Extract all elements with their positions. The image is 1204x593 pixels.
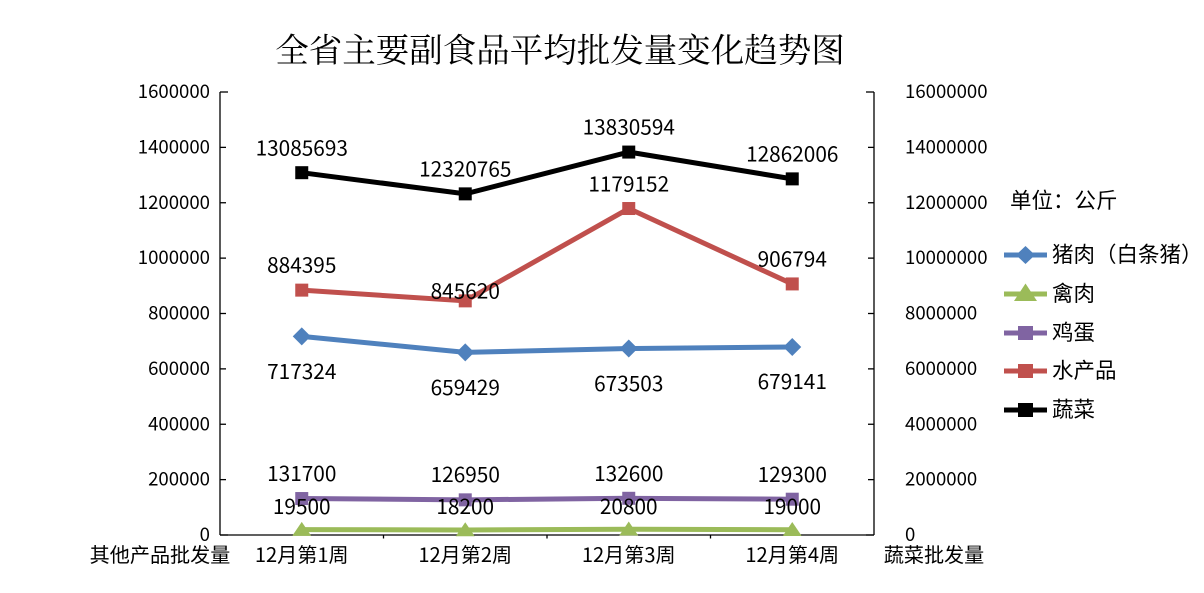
svg-text:18200: 18200 — [436, 490, 494, 520]
svg-text:13830594: 13830594 — [583, 110, 675, 140]
svg-text:906794: 906794 — [758, 242, 827, 272]
svg-text:12320765: 12320765 — [419, 152, 511, 182]
svg-text:猪肉（白条猪）: 猪肉（白条猪） — [1052, 238, 1203, 269]
svg-text:1400000: 1400000 — [138, 132, 210, 159]
svg-text:其他产品批发量: 其他产品批发量 — [90, 539, 231, 568]
svg-text:12月第4周: 12月第4周 — [745, 539, 839, 568]
svg-text:19500: 19500 — [273, 490, 331, 520]
svg-text:129300: 129300 — [758, 458, 827, 488]
svg-text:1179152: 1179152 — [588, 167, 669, 197]
svg-text:蔬菜: 蔬菜 — [1052, 393, 1095, 424]
svg-text:蔬菜批发量: 蔬菜批发量 — [884, 539, 984, 568]
svg-text:10000000: 10000000 — [905, 243, 988, 270]
svg-text:16000000: 16000000 — [905, 77, 988, 104]
svg-text:全省主要副食品平均批发量变化趋势图: 全省主要副食品平均批发量变化趋势图 — [275, 23, 845, 72]
svg-text:单位：公斤: 单位：公斤 — [1010, 184, 1118, 215]
svg-text:132600: 132600 — [594, 457, 663, 487]
svg-text:8000000: 8000000 — [905, 299, 977, 326]
svg-text:20800: 20800 — [600, 490, 658, 520]
svg-text:845620: 845620 — [431, 274, 500, 304]
svg-text:12862006: 12862006 — [746, 137, 838, 167]
svg-text:600000: 600000 — [148, 354, 210, 381]
svg-text:126950: 126950 — [431, 458, 500, 488]
svg-text:12000000: 12000000 — [905, 188, 988, 215]
svg-text:884395: 884395 — [267, 248, 336, 278]
svg-text:800000: 800000 — [148, 299, 210, 326]
svg-text:12月第2周: 12月第2周 — [418, 539, 512, 568]
svg-text:19000: 19000 — [763, 490, 821, 520]
svg-text:1000000: 1000000 — [138, 243, 210, 270]
svg-text:13085693: 13085693 — [256, 131, 348, 161]
svg-text:200000: 200000 — [148, 465, 210, 492]
svg-text:6000000: 6000000 — [905, 354, 977, 381]
svg-text:鸡蛋: 鸡蛋 — [1052, 316, 1095, 347]
svg-text:400000: 400000 — [148, 409, 210, 436]
svg-text:2000000: 2000000 — [905, 465, 977, 492]
svg-text:14000000: 14000000 — [905, 132, 988, 159]
svg-text:4000000: 4000000 — [905, 409, 977, 436]
svg-text:673503: 673503 — [594, 367, 663, 397]
svg-text:679141: 679141 — [758, 365, 827, 395]
svg-text:1600000: 1600000 — [138, 77, 210, 104]
svg-text:12月第3周: 12月第3周 — [582, 539, 676, 568]
svg-text:1200000: 1200000 — [138, 188, 210, 215]
svg-text:12月第1周: 12月第1周 — [255, 539, 349, 568]
svg-text:717324: 717324 — [267, 355, 336, 385]
svg-text:禽肉: 禽肉 — [1052, 277, 1095, 308]
svg-text:659429: 659429 — [431, 371, 500, 401]
svg-text:水产品: 水产品 — [1052, 354, 1117, 385]
svg-text:131700: 131700 — [267, 457, 336, 487]
